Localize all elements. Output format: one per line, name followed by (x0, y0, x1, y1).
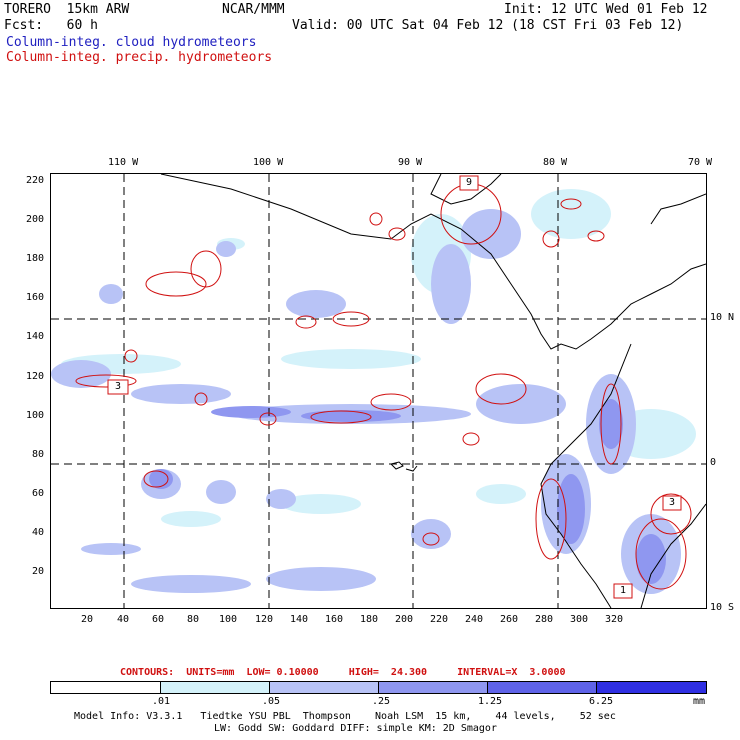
legend-seg-1 (161, 682, 270, 693)
legend-break: .05 (262, 696, 281, 707)
field-precip-label: Column-integ. precip. hydrometeors (6, 50, 273, 65)
lat-label-0: 0 (710, 457, 717, 468)
y-tick: 100 (26, 410, 45, 421)
org-label: NCAR/MMM (222, 2, 285, 17)
box-label: 9 (466, 177, 473, 188)
x-tick: 200 (395, 614, 414, 625)
lon-label-90w: 90 W (398, 157, 423, 168)
lat-lon-grid (51, 174, 706, 608)
x-tick: 260 (500, 614, 519, 625)
coastlines (160, 174, 706, 608)
y-tick: 120 (26, 371, 45, 382)
legend-break: .25 (372, 696, 391, 707)
init-time: Init: 12 UTC Wed 01 Feb 12 (504, 2, 708, 17)
map-canvas (51, 174, 706, 608)
legend-seg-3 (379, 682, 488, 693)
y-tick: 160 (26, 292, 45, 303)
box-label: 1 (620, 585, 627, 596)
x-tick: 300 (570, 614, 589, 625)
x-tick: 160 (325, 614, 344, 625)
forecast-hour: Fcst: 60 h (4, 18, 98, 33)
precip-contours (75, 183, 692, 590)
lon-label-100w: 100 W (253, 157, 284, 168)
model-title: TORERO 15km ARW (4, 2, 130, 17)
lon-label-70w: 70 W (688, 157, 713, 168)
box-3-west (107, 379, 129, 395)
valid-time: Valid: 00 UTC Sat 04 Feb 12 (18 CST Fri … (292, 18, 684, 33)
model-info-line2: LW: Godd SW: Goddard DIFF: simple KM: 2D… (214, 723, 497, 734)
x-tick: 80 (187, 614, 200, 625)
legend-seg-2 (270, 682, 379, 693)
y-tick: 180 (26, 253, 45, 264)
y-tick: 20 (32, 566, 45, 577)
cloud-medium-areas (51, 209, 681, 594)
x-tick: 280 (535, 614, 554, 625)
color-legend (50, 681, 707, 694)
y-tick: 80 (32, 449, 45, 460)
contour-value-boxes (107, 175, 682, 599)
x-tick: 40 (117, 614, 130, 625)
legend-break: 1.25 (478, 696, 503, 707)
legend-break: .01 (152, 696, 171, 707)
field-cloud-label: Column-integ. cloud hydrometeors (6, 35, 257, 50)
x-tick: 220 (430, 614, 449, 625)
box-label: 3 (669, 497, 676, 508)
legend-seg-4 (488, 682, 597, 693)
cloud-dense-areas (149, 399, 666, 584)
contours-info: CONTOURS: UNITS=mm LOW= 0.10000 HIGH= 24… (120, 667, 566, 678)
x-tick: 180 (360, 614, 379, 625)
x-tick: 240 (465, 614, 484, 625)
legend-seg-0 (51, 682, 161, 693)
lat-label-10s: 10 S (710, 602, 735, 613)
x-tick: 60 (152, 614, 165, 625)
lon-label-110w: 110 W (108, 157, 139, 168)
box-1 (613, 583, 633, 599)
model-info-line1: Model Info: V3.3.1 Tiedtke YSU PBL Thomp… (74, 711, 616, 722)
lat-label-10n: 10 N (710, 312, 735, 323)
x-tick: 100 (219, 614, 238, 625)
x-tick: 20 (81, 614, 94, 625)
x-tick: 120 (255, 614, 274, 625)
y-tick: 140 (26, 331, 45, 342)
y-tick: 220 (26, 175, 45, 186)
x-tick: 320 (605, 614, 624, 625)
box-3-east (662, 495, 682, 511)
box-9 (459, 175, 479, 191)
y-tick: 60 (32, 488, 45, 499)
legend-unit: mm (693, 696, 706, 707)
lon-label-80w: 80 W (543, 157, 568, 168)
legend-break: 6.25 (589, 696, 614, 707)
box-label: 3 (115, 381, 122, 392)
map-panel: 9 3 3 1 (50, 173, 707, 609)
legend-seg-5 (597, 682, 706, 693)
y-tick: 40 (32, 527, 45, 538)
y-tick: 200 (26, 214, 45, 225)
x-tick: 140 (290, 614, 309, 625)
